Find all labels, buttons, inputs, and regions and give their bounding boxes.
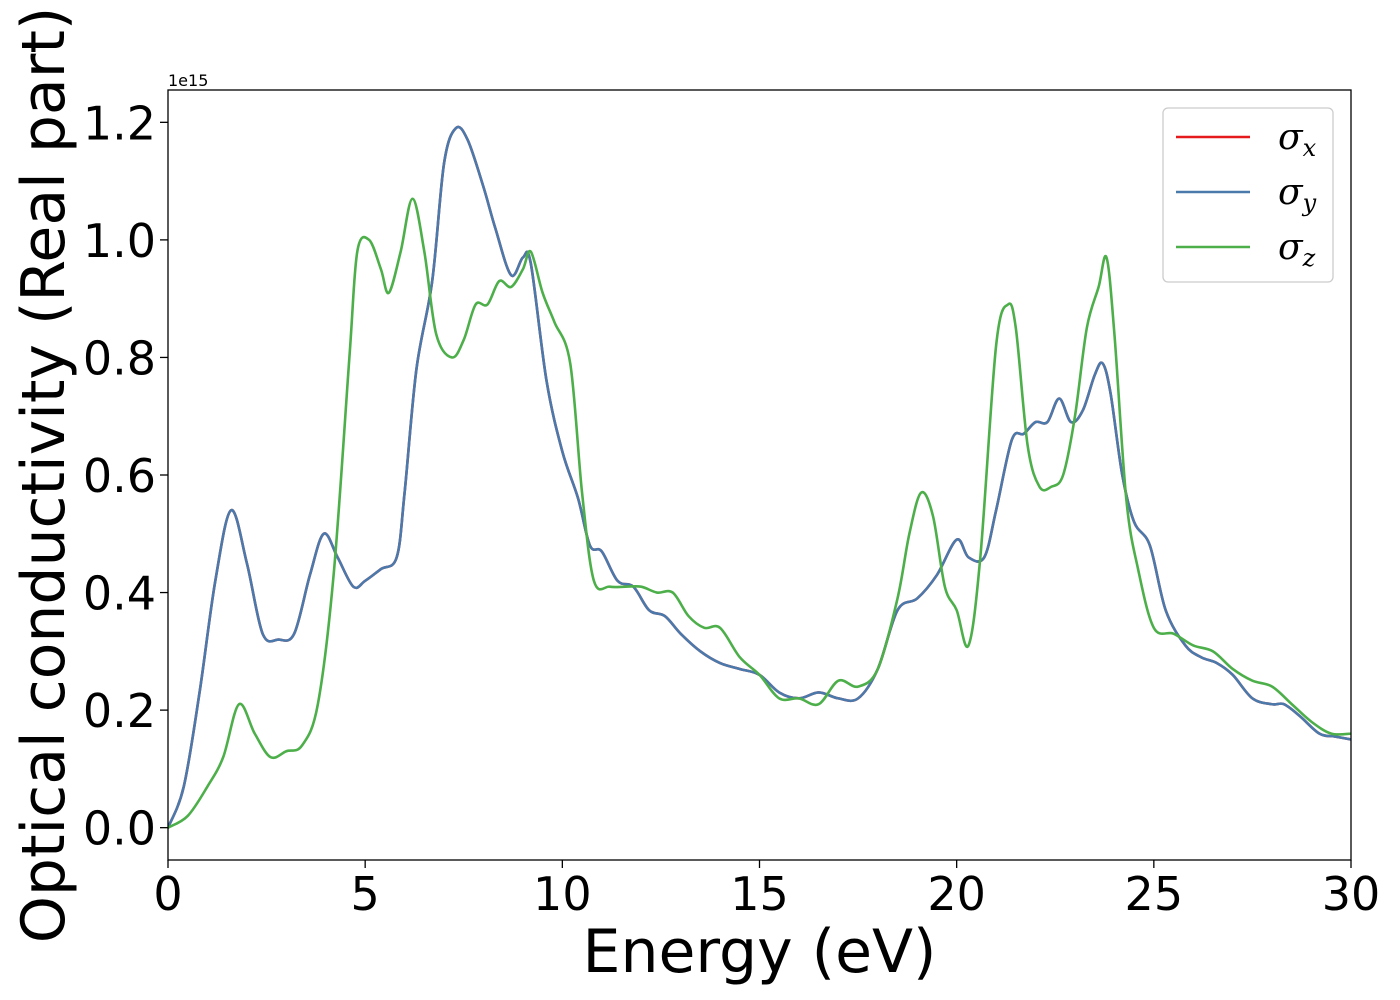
legend-symbol: σ xyxy=(1278,172,1304,213)
legend-subscript: x xyxy=(1303,134,1317,162)
series-line-z xyxy=(168,197,1351,829)
x-tick-label: 0 xyxy=(153,867,182,921)
y-tick-label: 0.8 xyxy=(83,331,156,385)
y-tick-label: 0.0 xyxy=(83,802,156,856)
series-line-y xyxy=(168,125,1351,829)
legend-subscript: y xyxy=(1302,189,1317,217)
legend-label-y: σy xyxy=(1278,172,1317,217)
y-tick-label: 1.2 xyxy=(83,96,156,150)
y-tick-label: 0.6 xyxy=(83,449,156,503)
legend-subscript: z xyxy=(1302,244,1316,272)
y-offset-text: 1e15 xyxy=(168,71,208,90)
plot-frame xyxy=(167,89,1352,861)
x-tick-label: 20 xyxy=(927,867,986,921)
legend-symbol: σ xyxy=(1278,227,1304,268)
y-tick-label: 0.2 xyxy=(83,684,156,738)
y-tick-label: 0.4 xyxy=(83,567,156,621)
legend-symbol: σ xyxy=(1278,117,1304,158)
legend-label-z: σz xyxy=(1278,227,1316,272)
series-lines xyxy=(168,125,1351,829)
x-tick-label: 25 xyxy=(1125,867,1184,921)
x-tick-label: 5 xyxy=(351,867,380,921)
legend-frame xyxy=(1162,107,1334,283)
legend-label-x: σx xyxy=(1278,117,1317,162)
x-tick-label: 10 xyxy=(533,867,592,921)
plot-area xyxy=(168,125,1351,829)
x-tick-label: 15 xyxy=(730,867,789,921)
y-axis-label: Optical conductivity (Real part) xyxy=(9,7,79,944)
y-tick-label: 1.0 xyxy=(83,214,156,268)
axis-ticks: 0 5 10 15 20 25 30 0.0 0.2 0.4 0.6 0.8 1.0 1.2 xyxy=(83,96,1380,921)
x-axis-label: Energy (eV) xyxy=(583,917,937,987)
x-tick-label: 30 xyxy=(1322,867,1381,921)
